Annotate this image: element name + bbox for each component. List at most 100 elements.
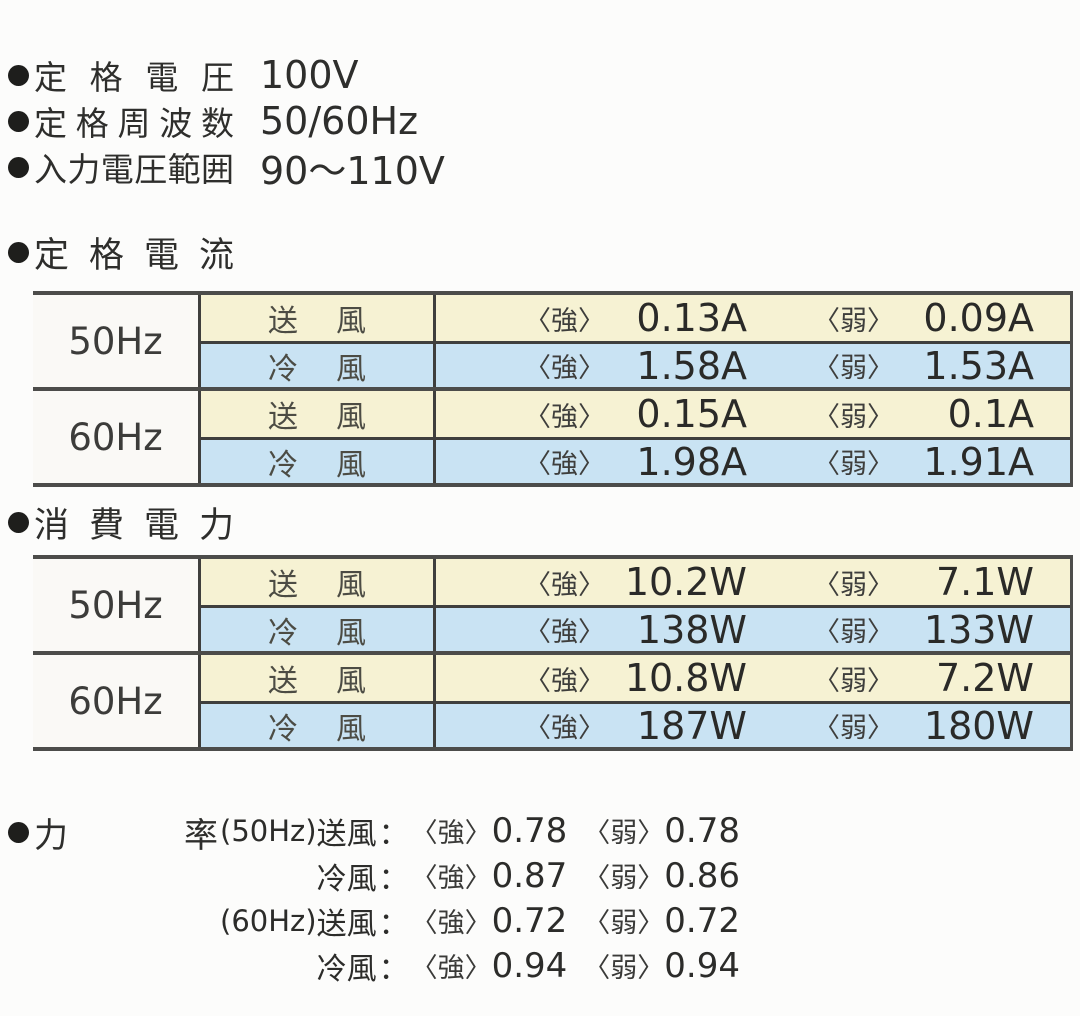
weak-label: 〈弱〉 [813, 353, 894, 384]
strong-label: 〈強〉 [410, 953, 492, 984]
strong-value: 0.87 [491, 855, 568, 896]
mode-label: 冷風 [268, 447, 404, 483]
pf-freq-prefix: (60Hz) [220, 903, 317, 938]
freq-cell: 60Hz [33, 391, 201, 483]
strong-value: 0.94 [491, 945, 568, 986]
weak-label: 〈弱〉 [583, 863, 665, 894]
freq-group-50hz: 50Hz 送風 〈強〉 0.13A 〈弱〉 0.09A 冷風 〈強〉 1.58A… [33, 295, 1070, 388]
strong-value: 0.13A [636, 296, 747, 340]
freq-group-50hz: 50Hz 送風 〈強〉 10.2W 〈弱〉 7.1W 冷風 〈強〉 138W 〈… [33, 559, 1070, 652]
table-row-fan: 送風 〈強〉 10.8W 〈弱〉 7.2W [201, 655, 1070, 701]
weak-value: 0.1A [947, 392, 1034, 436]
pf-colon: ： [378, 816, 409, 852]
mode-label: 送風 [268, 664, 404, 699]
weak-label: 〈弱〉 [583, 953, 665, 984]
spec-label: 定格電圧 [34, 58, 234, 97]
section-title-rated-current: 定格電流 [8, 230, 234, 276]
freq-group-60hz: 60Hz 送風 〈強〉 0.15A 〈弱〉 0.1A 冷風 〈強〉 1.98A … [33, 387, 1070, 484]
value-cell: 〈強〉 10.2W 〈弱〉 7.1W [436, 559, 1070, 605]
bullet-icon [8, 156, 29, 178]
table-row-cool: 冷風 〈強〉 1.98A 〈弱〉 1.91A [201, 437, 1070, 484]
strong-label: 〈強〉 [524, 353, 605, 384]
weak-label: 〈弱〉 [813, 713, 894, 744]
table-row-fan: 送風 〈強〉 0.13A 〈弱〉 0.09A [201, 295, 1070, 341]
weak-label: 〈弱〉 [583, 818, 665, 849]
mode-rows: 送風 〈強〉 10.2W 〈弱〉 7.1W 冷風 〈強〉 138W 〈弱〉 13… [201, 559, 1070, 652]
weak-value: 133W [923, 607, 1034, 652]
table-row-fan: 送風 〈強〉 10.2W 〈弱〉 7.1W [201, 559, 1070, 605]
strong-label: 〈強〉 [524, 569, 605, 601]
value-cell: 〈強〉 1.98A 〈弱〉 1.91A [436, 439, 1070, 484]
strong-label: 〈強〉 [524, 617, 605, 648]
mode-rows: 送風 〈強〉 0.13A 〈弱〉 0.09A 冷風 〈強〉 1.58A 〈弱〉 … [201, 295, 1070, 388]
table-row-fan: 送風 〈強〉 0.15A 〈弱〉 0.1A [201, 391, 1070, 437]
weak-value: 180W [923, 703, 1034, 748]
mode-label: 送風 [268, 304, 404, 339]
strong-value: 0.15A [636, 392, 747, 436]
spec-row-frequency: 定格周波数 50/60Hz [8, 98, 445, 144]
strong-label: 〈強〉 [524, 713, 605, 744]
weak-label: 〈弱〉 [813, 449, 894, 480]
section-title-power-consumption: 消費電力 [8, 500, 234, 546]
strong-value: 0.72 [491, 900, 568, 941]
power-factor-lines: (50Hz) 送風：〈強〉 0.78 〈弱〉 0.78 冷風：〈強〉 0.87 〈弱〉 0.8… [0, 808, 740, 988]
mode-label: 冷風 [268, 351, 404, 387]
strong-value: 1.98A [636, 439, 747, 484]
pf-line-50hz-cool: 冷風：〈強〉 0.87 〈弱〉 0.86 [0, 853, 740, 898]
value-cell: 〈強〉 0.13A 〈弱〉 0.09A [436, 295, 1070, 341]
strong-label: 〈強〉 [524, 401, 605, 433]
section-title-text: 力率 [34, 815, 218, 856]
mode-label: 冷風 [268, 615, 404, 651]
spec-label: 入力電圧範囲 [34, 150, 234, 189]
table-row-cool: 冷風 〈強〉 1.58A 〈弱〉 1.53A [201, 341, 1070, 388]
weak-label: 〈弱〉 [813, 617, 894, 648]
strong-value: 1.58A [636, 343, 747, 388]
bullet-icon [8, 64, 29, 86]
pf-colon: ： [378, 951, 409, 987]
weak-label: 〈弱〉 [813, 401, 894, 433]
weak-value: 0.78 [664, 810, 740, 851]
mode-label: 冷風 [268, 711, 404, 747]
mode-label: 送風 [268, 568, 404, 603]
value-cell: 〈強〉 1.58A 〈弱〉 1.53A [436, 343, 1070, 388]
weak-value: 0.72 [664, 900, 740, 941]
pf-line-60hz-cool: 冷風：〈強〉 0.94 〈弱〉 0.94 [0, 943, 740, 988]
weak-label: 〈弱〉 [583, 908, 665, 939]
weak-value: 1.91A [923, 439, 1034, 484]
bullet-icon [8, 511, 29, 533]
strong-label: 〈強〉 [524, 449, 605, 480]
power-consumption-table: 50Hz 送風 〈強〉 10.2W 〈弱〉 7.1W 冷風 〈強〉 138W 〈… [33, 555, 1073, 751]
bullet-icon [8, 110, 29, 132]
strong-value: 10.2W [624, 560, 747, 604]
freq-cell: 60Hz [33, 655, 201, 747]
weak-value: 0.09A [923, 296, 1034, 340]
pf-mode-label: 送風 [316, 816, 377, 852]
section-title-text: 消費電力 [34, 505, 234, 546]
spec-value: 100V [260, 53, 359, 97]
mode-rows: 送風 〈強〉 0.15A 〈弱〉 0.1A 冷風 〈強〉 1.98A 〈弱〉 1… [201, 391, 1070, 484]
strong-value: 187W [636, 703, 747, 748]
table-row-cool: 冷風 〈強〉 187W 〈弱〉 180W [201, 701, 1070, 748]
pf-colon: ： [378, 906, 409, 942]
weak-label: 〈弱〉 [813, 569, 894, 601]
weak-label: 〈弱〉 [813, 665, 894, 697]
spec-row-input-range: 入力電圧範囲 90～110V [8, 144, 445, 193]
pf-mode-label: 冷風 [316, 861, 377, 897]
table-row-cool: 冷風 〈強〉 138W 〈弱〉 133W [201, 605, 1070, 652]
weak-value: 7.2W [935, 656, 1034, 700]
pf-line-50hz-fan: (50Hz) 送風：〈強〉 0.78 〈弱〉 0.78 [0, 808, 740, 853]
spec-label: 定格周波数 [34, 104, 234, 143]
value-cell: 〈強〉 138W 〈弱〉 133W [436, 607, 1070, 652]
pf-freq-prefix: (50Hz) [220, 813, 317, 848]
strong-value: 0.78 [491, 810, 568, 851]
freq-cell: 50Hz [33, 295, 201, 387]
value-cell: 〈強〉 0.15A 〈弱〉 0.1A [436, 391, 1070, 437]
pf-colon: ： [378, 861, 409, 897]
mode-label: 送風 [268, 400, 404, 435]
value-cell: 〈強〉 10.8W 〈弱〉 7.2W [436, 655, 1070, 701]
spec-value: 50/60Hz [260, 99, 419, 143]
strong-label: 〈強〉 [524, 305, 605, 337]
freq-group-60hz: 60Hz 送風 〈強〉 10.8W 〈弱〉 7.2W 冷風 〈強〉 187W 〈… [33, 651, 1070, 748]
weak-value: 0.94 [664, 945, 740, 986]
